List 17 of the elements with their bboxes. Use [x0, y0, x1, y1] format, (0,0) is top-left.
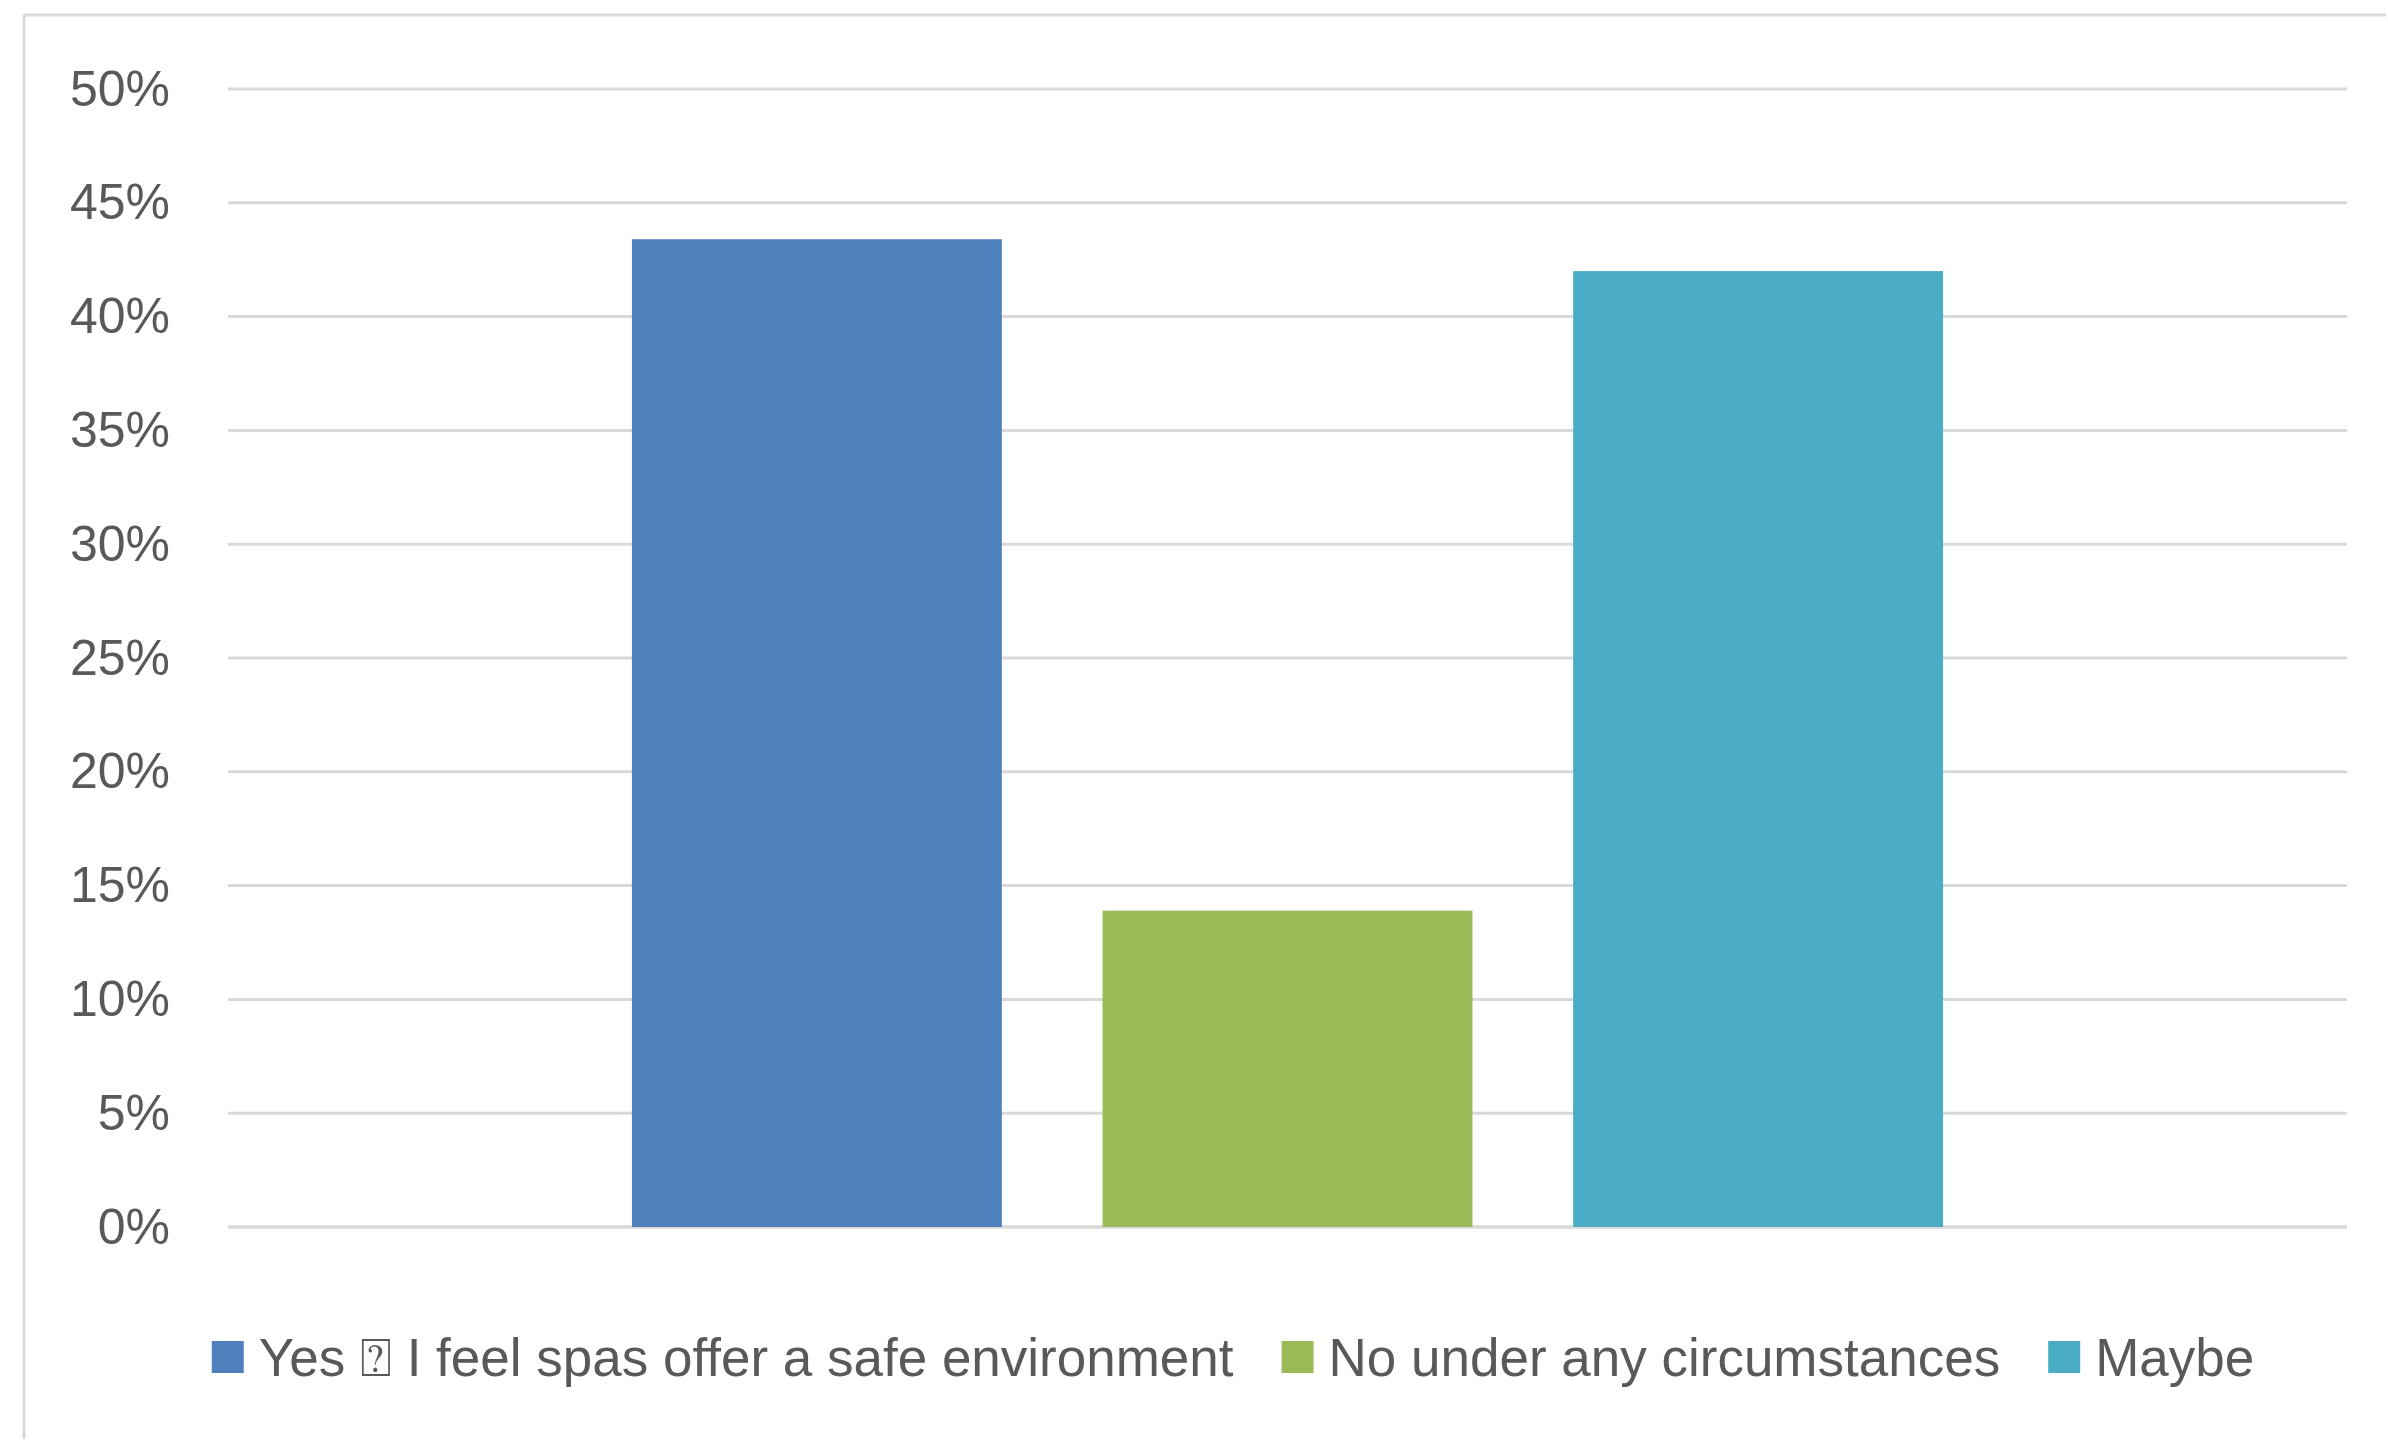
y-tick-label: 10%	[69, 970, 170, 1027]
y-tick-label: 50%	[69, 60, 170, 117]
y-tick-label: 5%	[97, 1084, 170, 1141]
y-tick-label: 15%	[69, 857, 170, 914]
legend-label: Yes ⍰ I feel spas offer a safe environment	[258, 1327, 1234, 1387]
legend-label: No under any circumstances	[1328, 1327, 2001, 1387]
legend-label: Maybe	[2095, 1327, 2255, 1387]
y-tick-label: 20%	[69, 743, 170, 800]
y-tick-label: 45%	[69, 174, 170, 231]
y-tick-label: 30%	[69, 515, 170, 572]
bar	[631, 239, 1002, 1227]
y-tick-label: 0%	[97, 1198, 170, 1255]
bar	[1573, 271, 1944, 1227]
y-tick-label: 25%	[69, 629, 170, 686]
bar	[1102, 910, 1473, 1227]
y-tick-label: 40%	[69, 288, 170, 345]
y-tick-label: 35%	[69, 401, 170, 458]
